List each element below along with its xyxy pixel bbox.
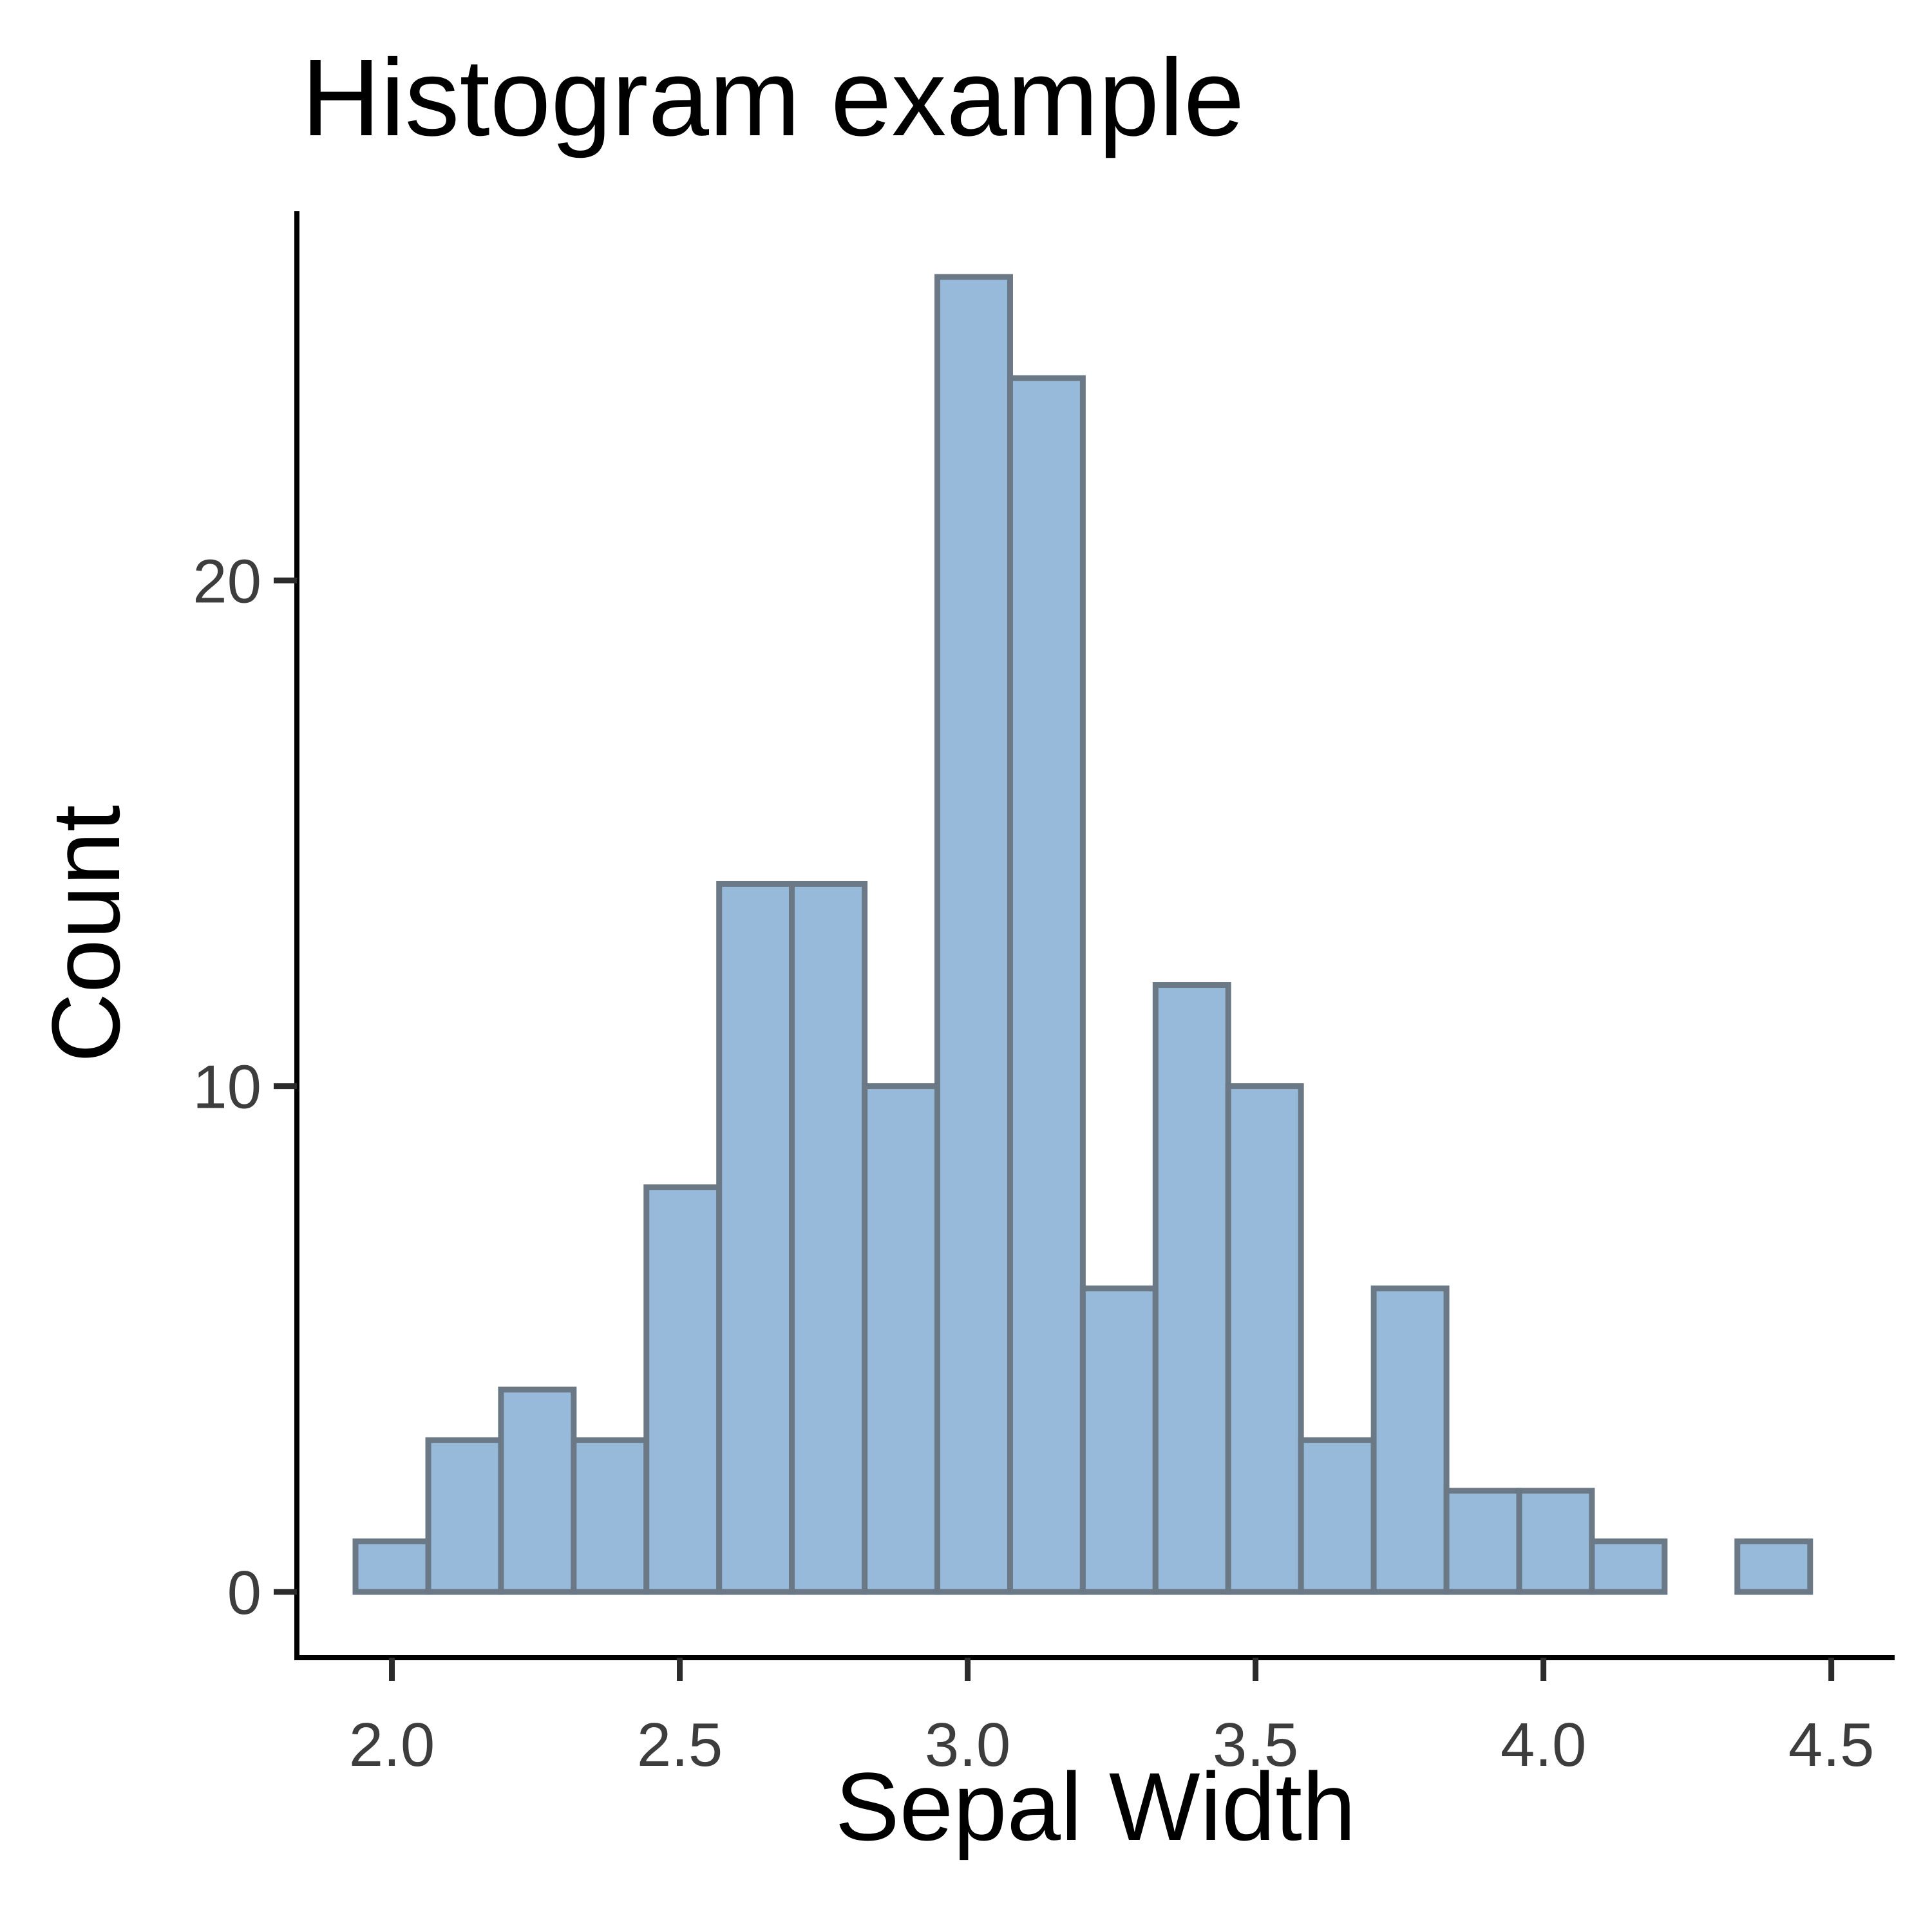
x-tick-label-4.0: 4.0	[1501, 1710, 1586, 1779]
histogram-bar-7	[789, 880, 868, 1595]
y-tick-label-20: 20	[193, 547, 261, 616]
chart-title: Histogram example	[301, 37, 1244, 159]
y-axis-title: Count	[32, 805, 140, 1063]
histogram-bar-2	[425, 1437, 504, 1595]
y-axis-ticks: 0 10 20	[193, 547, 297, 1627]
histogram-bar-13	[1225, 1083, 1304, 1595]
x-tick-label-3.5: 3.5	[1213, 1710, 1298, 1779]
x-tick-label-2.0: 2.0	[349, 1710, 435, 1779]
y-tick-label-10: 10	[193, 1053, 261, 1122]
histogram-bar-15	[1370, 1285, 1450, 1595]
histogram-bar-9	[934, 274, 1013, 1595]
histogram-bar-17	[1516, 1488, 1595, 1595]
x-tick-label-2.5: 2.5	[637, 1710, 723, 1779]
y-tick-label-0: 0	[227, 1558, 261, 1627]
x-tick-label-4.5: 4.5	[1788, 1710, 1874, 1779]
histogram-bar-14	[1298, 1437, 1377, 1595]
x-axis-title: Sepal Width	[835, 1752, 1356, 1861]
histogram-bar-10	[1007, 375, 1086, 1595]
histogram-bar-18	[1589, 1538, 1668, 1595]
x-tick-label-3.0: 3.0	[925, 1710, 1010, 1779]
histogram-bar-6	[716, 880, 795, 1595]
histogram-bar-5	[643, 1184, 723, 1595]
histogram-bar-8	[862, 1083, 941, 1595]
histogram-bars	[352, 274, 1814, 1595]
histogram-bar-11	[1079, 1285, 1159, 1595]
histogram-bar-1	[352, 1538, 431, 1595]
histogram-bar-3	[498, 1387, 577, 1595]
x-axis-ticks: 2.0 2.5 3.0 3.5 4.0 4.5	[349, 1658, 1874, 1779]
histogram-bar-4	[571, 1437, 650, 1595]
histogram-bar-20	[1734, 1538, 1814, 1595]
histogram-bar-16	[1443, 1488, 1522, 1595]
histogram-bar-12	[1152, 982, 1231, 1595]
